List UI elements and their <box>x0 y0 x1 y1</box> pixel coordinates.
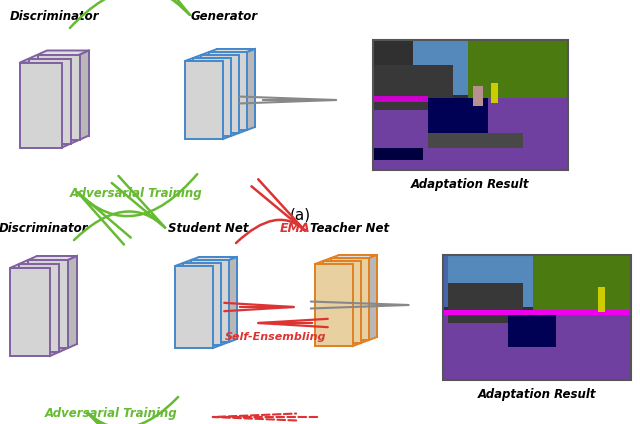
Polygon shape <box>175 266 213 348</box>
Bar <box>468 40 568 115</box>
Bar <box>491 83 498 103</box>
Polygon shape <box>353 255 377 346</box>
Bar <box>373 98 568 170</box>
Polygon shape <box>199 257 237 339</box>
Polygon shape <box>217 49 255 127</box>
Polygon shape <box>331 258 369 340</box>
Polygon shape <box>223 49 255 139</box>
Bar <box>413 40 503 95</box>
Bar <box>443 255 631 380</box>
Bar <box>373 40 568 170</box>
Text: Teacher Net: Teacher Net <box>310 222 390 235</box>
Polygon shape <box>37 256 77 344</box>
Polygon shape <box>209 52 247 130</box>
Polygon shape <box>315 264 353 346</box>
Text: Adversarial Training: Adversarial Training <box>70 187 202 200</box>
Bar <box>443 255 631 380</box>
Polygon shape <box>19 264 59 352</box>
Bar <box>373 65 453 110</box>
Polygon shape <box>323 261 361 343</box>
Polygon shape <box>38 55 80 139</box>
Polygon shape <box>50 256 77 356</box>
Text: Adaptation Result: Adaptation Result <box>412 178 530 191</box>
Polygon shape <box>28 260 68 348</box>
Text: (a): (a) <box>289 207 310 222</box>
Polygon shape <box>20 50 89 62</box>
Bar <box>448 283 523 323</box>
Text: EMA: EMA <box>280 222 310 235</box>
Polygon shape <box>62 50 89 148</box>
Polygon shape <box>29 59 71 143</box>
Bar <box>428 98 488 133</box>
Text: Discriminator: Discriminator <box>10 10 99 23</box>
Polygon shape <box>10 256 77 268</box>
Polygon shape <box>191 260 229 342</box>
Text: Student Net: Student Net <box>168 222 248 235</box>
Polygon shape <box>213 257 237 348</box>
Bar <box>598 287 605 312</box>
Polygon shape <box>193 58 231 136</box>
Text: Generator: Generator <box>191 10 257 23</box>
Text: Adaptation Result: Adaptation Result <box>477 388 596 401</box>
Bar <box>373 148 423 160</box>
Bar <box>428 133 523 148</box>
Text: Self-Ensembling: Self-Ensembling <box>225 332 327 342</box>
Bar <box>443 310 631 380</box>
Polygon shape <box>201 55 239 133</box>
Polygon shape <box>183 263 221 345</box>
Polygon shape <box>339 255 377 337</box>
Bar <box>443 310 631 315</box>
Text: Adversarial Training: Adversarial Training <box>45 407 178 420</box>
Polygon shape <box>185 61 223 139</box>
Polygon shape <box>10 268 50 356</box>
Bar <box>443 255 568 307</box>
Bar <box>508 315 556 347</box>
Bar <box>373 96 428 102</box>
Text: Discriminator: Discriminator <box>0 222 88 235</box>
Bar <box>473 86 483 106</box>
Bar <box>443 255 448 307</box>
Bar <box>373 40 568 170</box>
Polygon shape <box>175 257 237 266</box>
Bar <box>533 255 631 325</box>
Polygon shape <box>315 255 377 264</box>
Polygon shape <box>20 62 62 148</box>
Polygon shape <box>185 49 255 61</box>
Polygon shape <box>47 50 89 136</box>
